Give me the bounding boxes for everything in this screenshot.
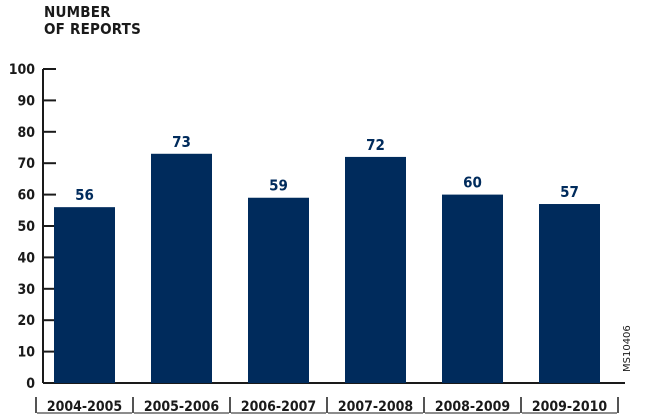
y-tick-label: 90 [17,93,35,109]
bar [442,194,503,383]
y-tick-label: 80 [17,125,35,141]
y-tick-label: 70 [17,156,35,172]
y-tick-label: 40 [17,250,35,266]
bar-value-label: 57 [560,183,579,201]
bar [54,207,115,383]
y-tick-label: 20 [17,313,35,329]
y-axis-title: NUMBER OF REPORTS [44,4,141,38]
bar [248,197,309,383]
bar [151,153,212,383]
bar-value-label: 60 [463,174,482,192]
y-tick-label: 100 [9,62,36,78]
y-axis-title-line-1: NUMBER [44,3,111,21]
x-tick-label: 2006-2007 [241,399,316,415]
bar-value-label: 72 [366,136,385,154]
x-tick-label: 2008-2009 [435,399,510,415]
x-tick-label: 2009-2010 [532,399,608,415]
x-tick-label: 2005-2006 [144,399,220,415]
bar-value-label: 59 [269,177,288,195]
figure-code: MS10406 [622,325,633,372]
y-tick-label: 30 [17,282,35,298]
y-tick-label: 60 [17,188,35,204]
y-tick-label: 50 [17,219,35,235]
x-tick-label: 2007-2008 [338,399,413,415]
y-tick-label: 0 [26,376,35,392]
y-axis-title-line-2: OF REPORTS [44,20,142,38]
bar [539,204,600,383]
y-tick-label: 10 [17,345,35,361]
bar [345,156,406,383]
x-tick-label: 2004-2005 [47,399,122,415]
bar-value-label: 73 [172,133,191,151]
bar-value-label: 56 [75,186,94,204]
